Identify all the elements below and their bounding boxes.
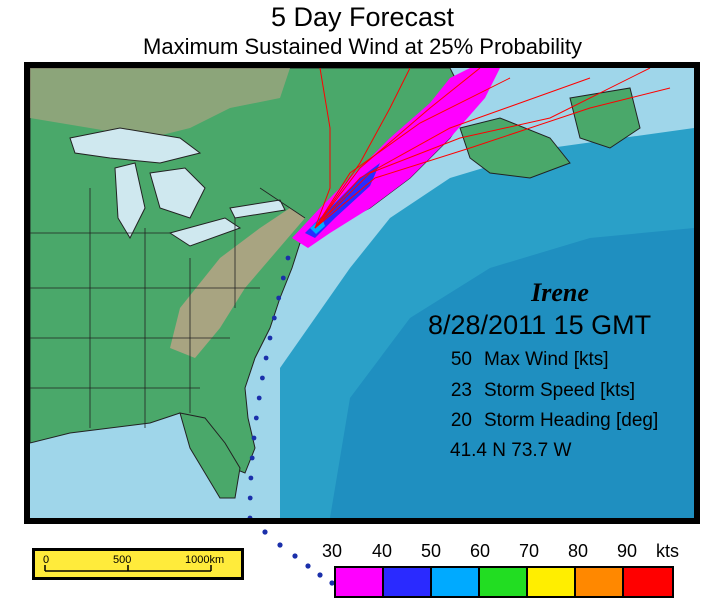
newfoundland xyxy=(569,87,641,149)
forecast-map[interactable]: Irene 8/28/2011 15 GMT 50 Max Wind [kts] … xyxy=(24,62,700,524)
lake-ontario xyxy=(229,199,286,219)
track-dot xyxy=(248,475,254,481)
storm-position: 41.4 N 73.7 W xyxy=(450,440,572,461)
track-dot xyxy=(267,335,273,341)
scale-label-1000: 1000km xyxy=(185,554,225,566)
legend-label-40: 40 xyxy=(372,541,393,561)
lake-superior xyxy=(69,127,202,164)
legend-label-50: 50 xyxy=(421,541,442,561)
track-dot xyxy=(260,375,265,381)
legend-units: kts xyxy=(656,541,680,561)
wind-legend-bar xyxy=(334,566,674,598)
ensemble-tracks xyxy=(314,68,671,229)
track-dot xyxy=(256,395,262,401)
deeper-ocean xyxy=(330,228,694,518)
stat-storm-speed: 23 Storm Speed [kts] xyxy=(450,380,636,401)
state-borders xyxy=(30,187,306,428)
track-dot xyxy=(317,572,323,578)
scale-label-0: 0 xyxy=(43,554,50,566)
track-dot xyxy=(292,553,298,559)
track-dot xyxy=(263,355,269,361)
storm-datetime: 8/28/2011 15 GMT xyxy=(428,310,652,340)
appalachians xyxy=(170,208,305,358)
legend-swatch-40 xyxy=(384,568,432,596)
track-dot xyxy=(276,295,282,301)
track-dot xyxy=(251,435,257,441)
lake-michigan xyxy=(114,162,146,240)
map-canvas xyxy=(30,68,694,518)
legend-label-60: 60 xyxy=(470,541,491,561)
track-dot xyxy=(277,542,283,548)
track-dot xyxy=(280,275,286,281)
track-dot xyxy=(271,315,277,321)
track-dot xyxy=(249,455,255,461)
legend-swatch-70 xyxy=(528,568,576,596)
northern-highlands xyxy=(30,68,290,138)
wind-legend-labels: 30 40 50 60 70 80 90 kts xyxy=(320,541,700,565)
map-title: 5 Day Forecast xyxy=(270,2,455,32)
legend-swatch-60 xyxy=(480,568,528,596)
track-dot xyxy=(253,415,259,421)
track-dot xyxy=(262,529,268,535)
observed-track xyxy=(247,255,291,518)
track-dot xyxy=(247,515,253,518)
legend-label-30: 30 xyxy=(322,541,343,561)
track-dot xyxy=(247,495,253,501)
legend-label-70: 70 xyxy=(519,541,540,561)
legend-swatch-80 xyxy=(576,568,624,596)
scale-ruler xyxy=(44,565,212,572)
legend-label-80: 80 xyxy=(568,541,589,561)
stat-max-wind: 50 Max Wind [kts] xyxy=(450,349,609,370)
stat-storm-heading: 20 Storm Heading [deg] xyxy=(450,410,659,431)
nova-scotia xyxy=(459,117,571,179)
track-dot xyxy=(305,563,311,569)
lake-erie xyxy=(168,217,242,247)
distance-scale: 0 500 1000km xyxy=(32,548,244,580)
legend-swatch-90 xyxy=(624,568,672,596)
legend-swatch-30 xyxy=(336,568,384,596)
storm-name: Irene xyxy=(531,278,589,307)
legend-label-90: 90 xyxy=(617,541,638,561)
lake-huron xyxy=(149,167,206,219)
map-subtitle: Maximum Sustained Wind at 25% Probabilit… xyxy=(143,34,582,59)
scale-label-500: 500 xyxy=(113,554,132,566)
track-dot xyxy=(285,255,291,261)
legend-swatch-50 xyxy=(432,568,480,596)
florida xyxy=(179,412,241,499)
